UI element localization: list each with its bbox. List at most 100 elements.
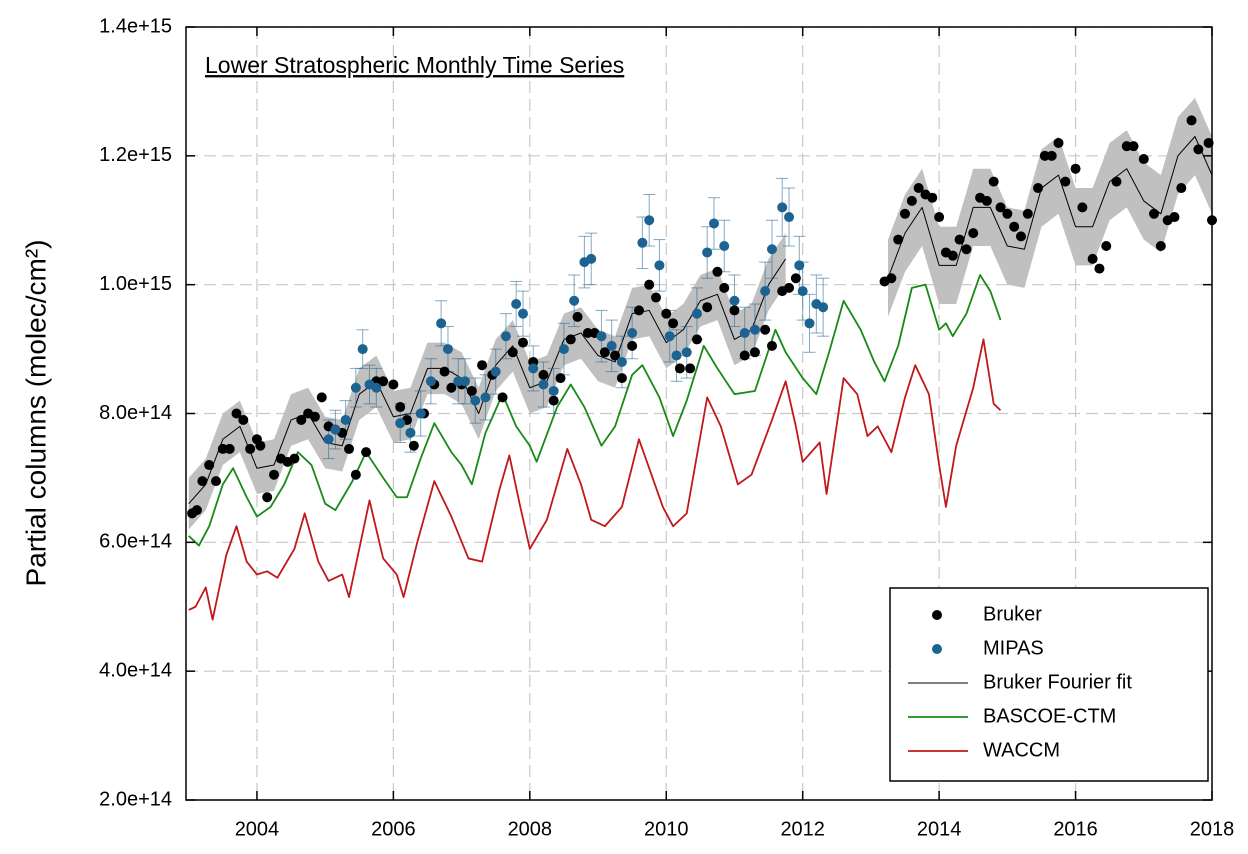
data-point — [633, 305, 644, 316]
data-point — [712, 266, 723, 277]
data-point — [651, 292, 662, 303]
data-point — [238, 414, 249, 425]
data-point — [1015, 231, 1026, 242]
data-point — [784, 212, 795, 223]
data-point — [719, 282, 730, 293]
data-point — [289, 453, 300, 464]
data-point — [1186, 115, 1197, 126]
data-point — [1128, 141, 1139, 152]
y-tick-label: 1.2e+15 — [99, 144, 172, 166]
legend-label: BASCOE-CTM — [983, 705, 1116, 727]
data-point — [766, 340, 777, 351]
y-tick-label: 8.0e+14 — [99, 402, 172, 424]
data-point — [886, 273, 897, 284]
data-point — [388, 379, 399, 390]
data-point — [511, 298, 522, 309]
data-point — [555, 373, 566, 384]
data-point — [599, 347, 610, 358]
data-point — [784, 282, 795, 293]
data-point — [500, 331, 511, 342]
data-point — [790, 273, 801, 284]
legend: Bruker MIPAS Bruker Fourier fit BASCOE-CTM W… — [889, 587, 1209, 782]
data-point — [1101, 241, 1112, 252]
data-point — [538, 379, 549, 390]
data-point — [425, 376, 436, 387]
data-point — [729, 305, 740, 316]
legend-label: WACCM — [983, 739, 1060, 761]
data-point — [395, 402, 406, 413]
data-point — [1087, 253, 1098, 264]
data-point — [596, 331, 607, 342]
data-point — [681, 347, 692, 358]
data-point — [691, 308, 702, 319]
data-point — [627, 327, 638, 338]
data-point — [766, 244, 777, 255]
data-point — [1155, 241, 1166, 252]
data-point — [1022, 208, 1033, 219]
data-point — [548, 395, 559, 406]
x-tick-label: 2004 — [235, 818, 280, 840]
y-tick-label: 4.0e+14 — [99, 659, 172, 681]
data-point — [517, 337, 528, 348]
data-point — [405, 427, 416, 438]
data-point — [191, 505, 202, 516]
data-point — [224, 443, 235, 454]
data-point — [477, 360, 488, 371]
data-point — [231, 408, 242, 419]
y-tick-label: 1.4e+15 — [99, 15, 172, 37]
data-point — [446, 382, 457, 393]
data-point — [913, 183, 924, 194]
data-point — [442, 344, 453, 355]
data-point — [565, 334, 576, 345]
data-point — [466, 385, 477, 396]
data-point — [616, 373, 627, 384]
data-point — [528, 363, 539, 374]
data-point — [1033, 183, 1044, 194]
axes: 2.0e+14 4.0e+14 6.0e+14 8.0e+14 1.0e+15 1.2e+… — [99, 15, 1234, 840]
data-point — [371, 382, 382, 393]
data-point — [760, 324, 771, 335]
data-point — [436, 318, 447, 329]
data-point — [644, 215, 655, 226]
data-point — [661, 308, 672, 319]
data-point — [1077, 202, 1088, 213]
data-point — [1169, 212, 1180, 223]
x-tick-label: 2014 — [917, 818, 962, 840]
x-tick-label: 2008 — [508, 818, 553, 840]
data-point — [558, 344, 569, 355]
data-point — [610, 350, 621, 361]
data-point — [794, 260, 805, 271]
data-point — [197, 476, 208, 487]
data-point — [749, 347, 760, 358]
data-point — [1094, 263, 1105, 274]
data-point — [664, 331, 675, 342]
series-line — [188, 338, 1002, 621]
data-point — [906, 195, 917, 206]
legend-label: Bruker — [983, 603, 1042, 625]
data-point — [691, 334, 702, 345]
data-point — [674, 363, 685, 374]
data-point — [981, 195, 992, 206]
data-point — [1193, 144, 1204, 155]
chart-title: Lower Stratospheric Monthly Time Series — [205, 52, 624, 78]
data-point — [460, 376, 471, 387]
data-point — [344, 443, 355, 454]
data-point — [1138, 154, 1149, 165]
data-point — [685, 363, 696, 374]
data-point — [269, 469, 280, 480]
x-tick-label: 2018 — [1190, 818, 1235, 840]
data-point — [668, 318, 679, 329]
data-point — [947, 250, 958, 261]
data-point — [616, 356, 627, 367]
data-point — [760, 286, 771, 297]
data-point — [1070, 163, 1081, 174]
data-point — [204, 460, 215, 471]
data-point — [1203, 137, 1214, 148]
data-point — [415, 408, 426, 419]
data-point — [671, 350, 682, 361]
data-point — [296, 414, 307, 425]
data-point — [1060, 176, 1071, 187]
data-point — [323, 434, 334, 445]
data-point — [350, 469, 361, 480]
data-point — [490, 366, 501, 377]
